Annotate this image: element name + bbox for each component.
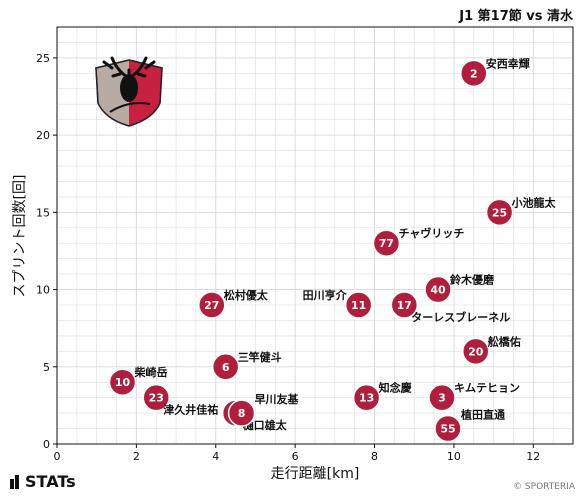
player-point: 2 安西幸輝 (460, 56, 530, 88)
player-marker (428, 383, 456, 412)
copyright: © SPORTERIA (513, 482, 575, 492)
player-marker (142, 383, 170, 412)
player-name-label: キムテヒョン (454, 382, 520, 395)
player-number: 17 (397, 299, 412, 312)
player-number: 77 (379, 237, 394, 250)
x-axis-label: 走行距離[km] (271, 465, 360, 482)
stats-brand-text: STATs (25, 472, 76, 491)
stats-logo-icon (10, 474, 20, 493)
player-name-label: 植田直通 (460, 408, 505, 422)
player-name-label: ターレスブレーネル (411, 310, 510, 324)
player-marker (211, 353, 240, 381)
y-tick-label: 5 (43, 361, 50, 374)
player-marker (424, 275, 452, 304)
player-name-label: 鈴木優磨 (450, 273, 495, 287)
y-tick-label: 20 (36, 129, 50, 142)
player-marker (460, 59, 488, 88)
player-name-label: 樋口雄太 (243, 418, 288, 432)
player-number: 10 (115, 376, 131, 389)
player-number: 3 (438, 392, 446, 405)
player-point: 27 松村優太 (198, 288, 269, 319)
player-number: 27 (204, 299, 219, 312)
player-name-label: 津久井佳祐 (163, 403, 218, 417)
player-name-label: 小池龍太 (511, 195, 557, 209)
axis-ticks: 0 2 4 6 8 10 12 0 5 10 15 20 25 (36, 52, 540, 463)
player-number: 55 (440, 423, 455, 436)
player-name-label: 柴崎岳 (133, 365, 167, 379)
player-point: 77 チャヴリッチ (372, 226, 464, 257)
player-name-label: 早川友基 (255, 392, 300, 406)
player-point: 40 鈴木優磨 (424, 273, 495, 304)
x-tick-label: 8 (371, 450, 378, 463)
player-number: 23 (149, 392, 164, 405)
player-point: 13 知念慶 (352, 381, 412, 412)
stats-brand: STATs (10, 472, 76, 493)
x-tick-label: 12 (526, 450, 540, 463)
player-point: 3 キムテヒョン (428, 382, 520, 412)
player-marker (485, 198, 514, 227)
player-name-label: 知念慶 (378, 381, 412, 395)
player-marker (344, 291, 373, 319)
player-name-label: チャヴリッチ (398, 226, 464, 240)
x-tick-label: 10 (447, 450, 461, 463)
y-tick-label: 25 (36, 52, 50, 65)
player-point: 25 小池龍太 (485, 195, 557, 227)
player-marker (434, 414, 462, 443)
player-marker (390, 291, 419, 319)
y-axis-label: スプリント回数[回] (12, 175, 28, 298)
player-number: 11 (351, 299, 366, 312)
player-number: 20 (468, 345, 484, 358)
player-marker (198, 291, 226, 319)
y-tick-label: 15 (36, 206, 50, 219)
player-number: 8 (238, 407, 246, 420)
player-point: 20 舩橋佑 (462, 334, 521, 366)
player-point: 6 三竿健斗 (211, 350, 282, 381)
player-number: 6 (222, 361, 230, 374)
y-tick-label: 10 (36, 284, 50, 297)
plot-frame (56, 26, 574, 445)
club-crest-logo (95, 56, 163, 127)
player-number: 13 (359, 392, 374, 405)
player-marker (352, 383, 381, 412)
player-number: 40 (430, 284, 446, 297)
player-marker (372, 229, 401, 257)
player-name-label: 田川亨介 (303, 288, 348, 302)
player-number: 2 (470, 67, 478, 80)
player-marker (462, 337, 490, 366)
player-marker (108, 368, 137, 396)
x-tick-label: 0 (54, 450, 61, 463)
player-name-label: 舩橋佑 (488, 334, 521, 348)
player-number: 25 (492, 206, 507, 219)
player-name-label: 松村優太 (224, 288, 269, 302)
x-tick-label: 4 (212, 450, 219, 463)
player-marker (227, 399, 256, 427)
match-title: J1 第17節 vs 清水 (459, 9, 573, 24)
y-tick-label: 0 (43, 438, 50, 451)
player-point: 55 植田直通 (434, 408, 505, 443)
player-name-label: 三竿健斗 (238, 350, 282, 364)
x-tick-label: 6 (292, 450, 299, 463)
player-point: 8 早川友基 (227, 392, 300, 427)
x-tick-label: 2 (133, 450, 140, 463)
player-name-label: 安西幸輝 (486, 56, 530, 70)
